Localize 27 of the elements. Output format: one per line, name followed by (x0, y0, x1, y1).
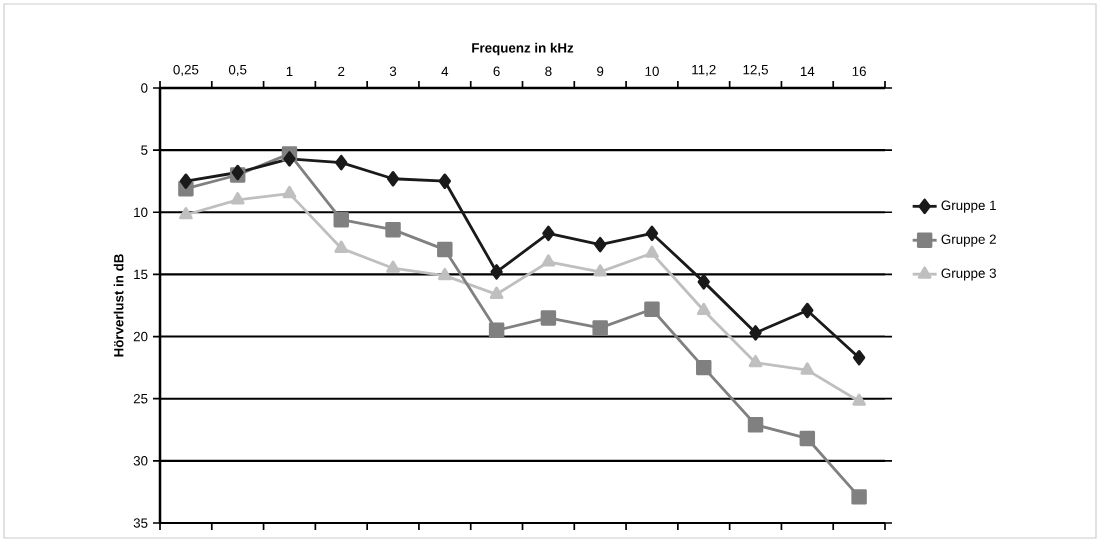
legend-label: Gruppe 2 (941, 234, 996, 247)
x-tick-label: 1 (286, 66, 293, 76)
x-tick-label: 0,25 (173, 64, 199, 77)
y-tick-label: 35 (133, 518, 148, 528)
x-tick-label: 0,5 (228, 64, 247, 77)
y-tick-label: 25 (133, 393, 148, 404)
x-tick-label: 12,5 (743, 64, 768, 77)
x-tick-label: 14 (800, 66, 815, 76)
legend-label: Gruppe 1 (941, 200, 996, 213)
y-tick-label: 0 (141, 83, 148, 93)
x-tick-label: 9 (597, 66, 604, 76)
x-tick-label: 8 (545, 66, 552, 76)
y-tick-label: 10 (134, 207, 148, 218)
x-tick-label: 2 (338, 66, 345, 76)
legend-label: Gruppe 3 (941, 268, 996, 281)
y-tick-label: 5 (141, 145, 148, 155)
x-axis-title: Frequenz in kHz (472, 42, 574, 56)
x-tick-label: 10 (645, 66, 659, 76)
x-tick-label: 4 (441, 66, 449, 76)
y-tick-label: 30 (133, 456, 148, 466)
y-axis-title: Hörverlust in dB (113, 254, 124, 357)
x-tick-label: 6 (493, 66, 500, 76)
x-tick-label: 16 (852, 66, 866, 76)
x-tick-label: 3 (389, 66, 397, 76)
y-tick-label: 20 (133, 331, 148, 342)
y-tick-label: 15 (134, 269, 148, 280)
x-tick-label: 11,2 (692, 64, 716, 77)
